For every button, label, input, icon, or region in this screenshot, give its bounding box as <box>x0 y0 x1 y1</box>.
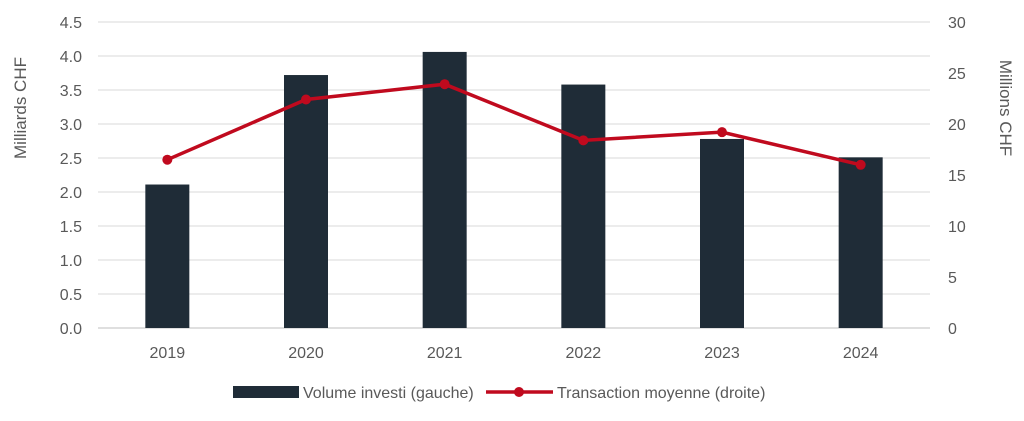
y2-axis-title: Millions CHF <box>996 60 1015 156</box>
x-tick-label: 2019 <box>150 345 186 362</box>
y2-tick-label: 30 <box>948 15 966 32</box>
x-tick-label: 2024 <box>843 345 879 362</box>
y2-tick-label: 10 <box>948 219 966 236</box>
line-point <box>578 135 589 146</box>
line-point <box>162 154 173 165</box>
y2-tick-label: 0 <box>948 321 957 338</box>
y-axis-title: Milliards CHF <box>11 57 30 159</box>
y-tick-label: 4.5 <box>60 15 82 32</box>
bar <box>561 84 606 328</box>
y-tick-label: 2.5 <box>60 151 82 168</box>
bar <box>145 184 190 328</box>
y-tick-label: 1.5 <box>60 219 82 236</box>
bar <box>700 138 744 328</box>
bar <box>422 51 467 329</box>
legend-line-marker <box>514 387 524 397</box>
y-tick-label: 2.0 <box>60 185 82 202</box>
bar <box>838 157 883 328</box>
line-point <box>439 79 450 90</box>
x-tick-label: 2023 <box>704 345 740 362</box>
y-tick-label: 3.5 <box>60 83 82 100</box>
bar <box>284 75 328 328</box>
y-tick-label: 0.0 <box>60 321 82 338</box>
y2-tick-label: 25 <box>948 66 966 83</box>
line-point <box>717 127 727 138</box>
x-tick-label: 2022 <box>566 345 602 362</box>
y2-tick-label: 15 <box>948 168 966 185</box>
y-tick-label: 3.0 <box>60 117 82 134</box>
line-point <box>855 159 866 170</box>
y-tick-label: 0.5 <box>60 287 82 304</box>
x-tick-label: 2021 <box>427 345 463 362</box>
x-tick-label: 2020 <box>288 345 324 362</box>
y-tick-label: 1.0 <box>60 253 82 270</box>
y2-tick-label: 5 <box>948 270 957 287</box>
legend-bar-swatch <box>233 386 299 398</box>
y-tick-label: 4.0 <box>60 49 82 66</box>
y2-tick-label: 20 <box>948 117 966 134</box>
line-point <box>301 94 311 105</box>
series-line <box>166 82 862 167</box>
legend-label-line: Transaction moyenne (droite) <box>557 385 765 402</box>
legend-label-bars: Volume investi (gauche) <box>303 385 474 402</box>
